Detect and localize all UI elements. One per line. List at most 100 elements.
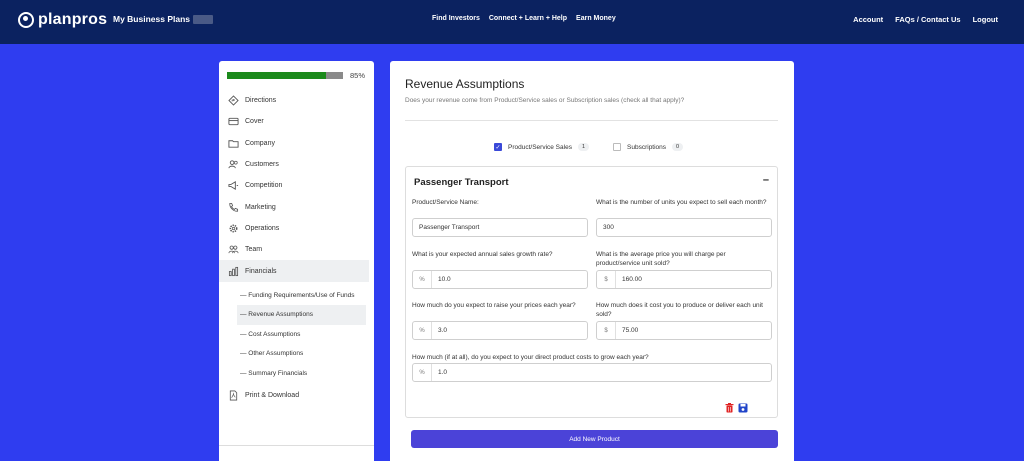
nav-right: Account FAQs / Contact Us Logout — [853, 15, 998, 24]
delete-icon[interactable] — [725, 400, 734, 418]
sidebar-item-label: Marketing — [245, 203, 276, 211]
sidebar-item-directions[interactable]: Directions — [219, 90, 374, 111]
percent-prefix: % — [413, 364, 432, 381]
units-per-month-value: 300 — [603, 224, 614, 231]
page-title: Revenue Assumptions — [405, 77, 525, 91]
sidebar-item-marketing[interactable]: Marketing — [219, 196, 374, 217]
brand-logo[interactable]: planpros — [18, 11, 107, 29]
sidebar-item-print-download[interactable]: Print & Download — [219, 385, 374, 406]
progress-bar — [227, 72, 343, 79]
sidebar-divider — [219, 445, 374, 446]
cost-growth-label: How much (if at all), do you expect to y… — [412, 354, 649, 361]
subitem-summary-financials[interactable]: — Summary Financials — [240, 369, 308, 377]
card-icon — [228, 116, 239, 127]
directions-icon — [228, 95, 239, 106]
subscriptions-label: Subscriptions — [627, 143, 667, 151]
sidebar-item-label: Customers — [245, 161, 279, 169]
unit-price-field[interactable]: $ 160.00 — [596, 270, 772, 289]
main-card: Revenue Assumptions Does your revenue co… — [390, 61, 794, 461]
subscriptions-count: 0 — [672, 143, 684, 151]
progress-percent: 85% — [350, 71, 366, 80]
sidebar-item-competition[interactable]: Competition — [219, 175, 374, 196]
my-business-plans-link[interactable]: My Business Plans — [113, 14, 214, 24]
growth-rate-value: 10.0 — [438, 276, 451, 283]
units-per-month-label: What is the number of units you expect t… — [596, 199, 767, 206]
team-icon — [228, 244, 239, 255]
subscriptions-checkbox[interactable] — [613, 143, 622, 151]
sidebar-item-label: Operations — [245, 224, 280, 232]
product-name-value: Passenger Transport — [419, 224, 480, 231]
cost-growth-value: 1.0 — [438, 369, 448, 376]
revenue-type-options: ✓ Product/Service Sales 1 Subscriptions … — [494, 143, 684, 151]
panel-actions — [725, 400, 748, 418]
sidebar-item-team[interactable]: Team — [219, 239, 374, 260]
dollar-prefix: $ — [597, 322, 616, 339]
product-panel-title: Passenger Transport — [414, 177, 509, 188]
product-service-checkbox[interactable]: ✓ — [494, 143, 502, 151]
nav-account[interactable]: Account — [853, 15, 884, 24]
sidebar-item-label: Financials — [245, 267, 277, 275]
nav-find-investors[interactable]: Find Investors — [432, 15, 480, 22]
percent-prefix: % — [413, 271, 432, 288]
my-business-plans-label: My Business Plans — [113, 14, 191, 24]
subitem-other-assumptions[interactable]: — Other Assumptions — [240, 350, 304, 358]
product-service-count: 1 — [577, 143, 590, 151]
divider — [405, 120, 778, 121]
unit-cost-label: How much does it cost you to produce or … — [596, 302, 763, 318]
unit-price-value: 160.00 — [622, 276, 642, 283]
product-name-field[interactable]: Passenger Transport — [412, 218, 588, 237]
subitem-cost-assumptions[interactable]: — Cost Assumptions — [240, 330, 301, 338]
nav-middle: Find Investors Connect + Learn + Help Ea… — [432, 15, 616, 22]
progress-fill — [227, 72, 326, 79]
cost-growth-field[interactable]: % 1.0 — [412, 363, 772, 382]
save-icon[interactable] — [738, 400, 748, 418]
sidebar-item-label: Company — [245, 139, 275, 147]
unit-cost-value: 75.00 — [622, 327, 639, 334]
dollar-prefix: $ — [597, 271, 616, 288]
product-panel: Passenger Transport – Product/Service Na… — [405, 166, 778, 418]
sidebar-item-label: Directions — [245, 97, 277, 105]
sidebar-item-label: Print & Download — [245, 392, 300, 400]
financials-submenu: — Funding Requirements/Use of Funds — Re… — [219, 282, 374, 384]
sidebar-item-cover[interactable]: Cover — [219, 111, 374, 132]
sidebar-item-company[interactable]: Company — [219, 133, 374, 154]
people-icon — [228, 159, 239, 170]
product-service-label: Product/Service Sales — [508, 143, 572, 151]
percent-prefix: % — [413, 322, 432, 339]
growth-rate-field[interactable]: % 10.0 — [412, 270, 588, 289]
collapse-toggle[interactable]: – — [762, 174, 769, 186]
logo-icon — [18, 12, 34, 28]
price-raise-field[interactable]: % 3.0 — [412, 321, 588, 340]
brand-name: planpros — [38, 11, 108, 28]
price-raise-value: 3.0 — [438, 327, 448, 334]
sidebar: 85% Directions Cover Company Customers C… — [219, 61, 374, 461]
page-subtitle: Does your revenue come from Product/Serv… — [405, 97, 685, 104]
product-name-label: Product/Service Name: — [412, 199, 479, 206]
nav-faqs-contact[interactable]: FAQs / Contact Us — [895, 15, 961, 24]
sidebar-menu: Directions Cover Company Customers Compe… — [219, 90, 374, 406]
add-new-product-button[interactable]: Add New Product — [411, 430, 778, 448]
pdf-icon — [228, 390, 239, 401]
unit-cost-field[interactable]: $ 75.00 — [596, 321, 772, 340]
nav-earn-money[interactable]: Earn Money — [576, 15, 616, 22]
gear-icon — [228, 223, 239, 234]
sidebar-item-label: Competition — [245, 182, 283, 190]
redacted-plan-name — [193, 14, 214, 24]
price-raise-label: How much do you expect to raise your pri… — [412, 302, 576, 309]
unit-price-label: What is the average price you will charg… — [596, 251, 726, 267]
subitem-revenue-assumptions[interactable]: — Revenue Assumptions — [237, 305, 366, 325]
megaphone-icon — [228, 180, 239, 191]
folder-icon — [228, 138, 239, 149]
nav-connect-learn-help[interactable]: Connect + Learn + Help — [488, 15, 568, 22]
subitem-funding-requirements[interactable]: — Funding Requirements/Use of Funds — [240, 291, 355, 299]
sidebar-item-label: Team — [245, 246, 263, 254]
sidebar-item-label: Cover — [245, 118, 264, 126]
phone-icon — [228, 202, 239, 213]
growth-rate-label: What is your expected annual sales growt… — [412, 251, 553, 258]
sidebar-item-customers[interactable]: Customers — [219, 154, 374, 175]
nav-logout[interactable]: Logout — [972, 15, 998, 24]
sidebar-item-operations[interactable]: Operations — [219, 218, 374, 239]
sidebar-item-financials[interactable]: Financials — [219, 260, 369, 282]
units-per-month-field[interactable]: 300 — [596, 218, 772, 237]
top-nav: planpros My Business Plans Find Investor… — [0, 0, 1024, 44]
